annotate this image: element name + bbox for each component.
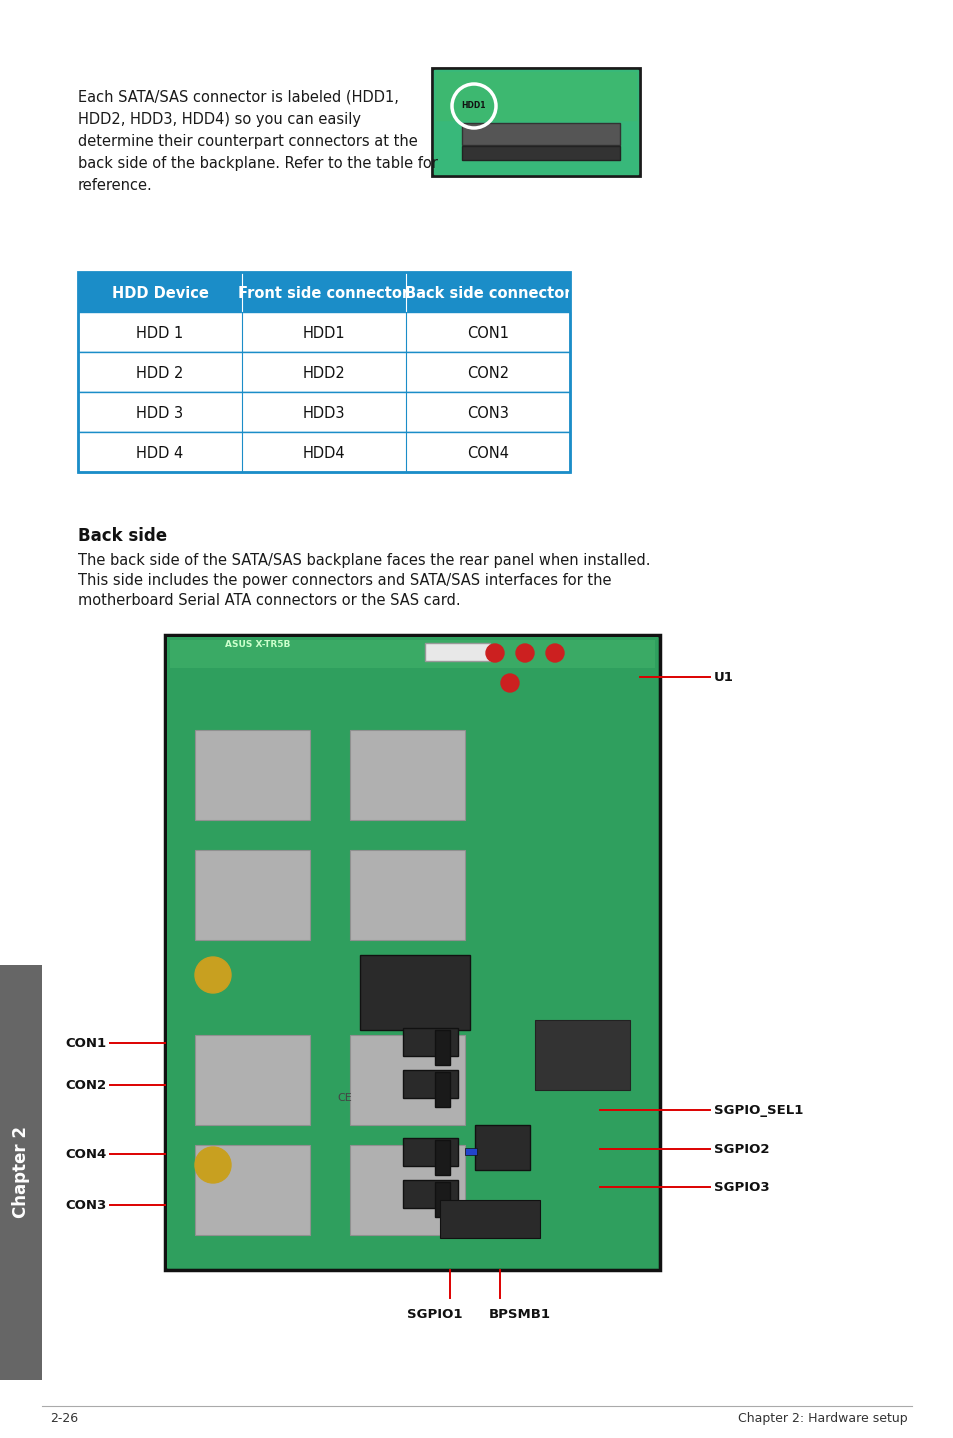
Bar [165, 636, 659, 1270]
Bar [194, 1035, 310, 1125]
Bar [194, 1145, 310, 1235]
Text: Front side connector: Front side connector [238, 286, 409, 301]
Bar [350, 731, 464, 820]
Bar [464, 1148, 476, 1155]
Text: HDD 1: HDD 1 [136, 326, 183, 341]
Bar [439, 1199, 539, 1238]
Bar [359, 955, 470, 1030]
Text: Back side: Back side [78, 526, 167, 545]
Text: CON3: CON3 [66, 1199, 107, 1212]
Bar [475, 1125, 530, 1171]
Bar [434, 70, 638, 174]
Text: reference.: reference. [78, 178, 152, 193]
Bar [435, 1140, 450, 1175]
Text: Chapter 2: Chapter 2 [12, 1126, 30, 1218]
Text: SGPIO_SEL1: SGPIO_SEL1 [713, 1104, 802, 1117]
Bar [436, 72, 636, 119]
Bar [78, 312, 569, 352]
Bar [402, 1181, 457, 1208]
Circle shape [485, 644, 503, 661]
Text: CON2: CON2 [66, 1078, 107, 1091]
Bar [194, 850, 310, 940]
Text: motherboard Serial ATA connectors or the SAS card.: motherboard Serial ATA connectors or the… [78, 592, 460, 608]
Bar [78, 352, 569, 393]
Text: HDD 3: HDD 3 [136, 406, 183, 421]
Text: Back side connector: Back side connector [404, 286, 571, 301]
Bar [535, 1020, 629, 1090]
Text: Chapter 2: Hardware setup: Chapter 2: Hardware setup [738, 1412, 907, 1425]
Text: SGPIO1: SGPIO1 [407, 1309, 462, 1322]
Text: CON4: CON4 [467, 446, 509, 462]
Bar [424, 643, 490, 661]
Text: HDD2, HDD3, HDD4) so you can easily: HDD2, HDD3, HDD4) so you can easily [78, 112, 360, 127]
Text: HDD Device: HDD Device [112, 286, 208, 301]
Bar [402, 1137, 457, 1166]
Text: U1: U1 [713, 672, 733, 684]
Bar [350, 1035, 464, 1125]
Text: Each SATA/SAS connector is labeled (HDD1,: Each SATA/SAS connector is labeled (HDD1… [78, 91, 398, 105]
Text: HDD1: HDD1 [302, 326, 345, 341]
Circle shape [194, 1148, 231, 1183]
Text: ASUS X-TR5B: ASUS X-TR5B [225, 640, 290, 649]
Bar [435, 1030, 450, 1066]
Bar [78, 431, 569, 472]
Bar [350, 850, 464, 940]
Bar [350, 1145, 464, 1235]
Text: determine their counterpart connectors at the: determine their counterpart connectors a… [78, 134, 417, 150]
Bar [432, 68, 639, 175]
Text: This side includes the power connectors and SATA/SAS interfaces for the: This side includes the power connectors … [78, 572, 611, 588]
Bar [78, 272, 569, 312]
Text: CON1: CON1 [467, 326, 509, 341]
Bar [461, 147, 619, 160]
Circle shape [500, 674, 518, 692]
Circle shape [194, 958, 231, 994]
Bar [170, 640, 655, 669]
Bar [435, 1182, 450, 1217]
Bar [78, 393, 569, 431]
Bar [78, 272, 569, 472]
Text: HDD 2: HDD 2 [136, 367, 184, 381]
Text: CE: CE [337, 1093, 352, 1103]
Text: 2-26: 2-26 [50, 1412, 78, 1425]
Bar [167, 637, 658, 1268]
Text: SGPIO2: SGPIO2 [713, 1143, 769, 1156]
Text: HDD1: HDD1 [461, 102, 486, 111]
Text: SGPIO3: SGPIO3 [713, 1181, 769, 1194]
Text: HDD2: HDD2 [302, 367, 345, 381]
Text: The back side of the SATA/SAS backplane faces the rear panel when installed.: The back side of the SATA/SAS backplane … [78, 554, 650, 568]
Text: CON1: CON1 [66, 1037, 107, 1050]
Text: HDD 4: HDD 4 [136, 446, 183, 462]
Bar [402, 1070, 457, 1099]
Text: HDD3: HDD3 [302, 406, 345, 421]
Text: CON3: CON3 [467, 406, 508, 421]
Circle shape [516, 644, 534, 661]
Bar [194, 731, 310, 820]
Bar [402, 1028, 457, 1055]
Text: BPSMB1: BPSMB1 [489, 1309, 551, 1322]
Circle shape [545, 644, 563, 661]
Text: CON2: CON2 [466, 367, 509, 381]
Bar [435, 1071, 450, 1107]
Text: CON4: CON4 [66, 1148, 107, 1160]
Bar [461, 124, 619, 145]
Text: back side of the backplane. Refer to the table for: back side of the backplane. Refer to the… [78, 155, 437, 171]
Bar [0, 965, 42, 1380]
Text: HDD4: HDD4 [302, 446, 345, 462]
